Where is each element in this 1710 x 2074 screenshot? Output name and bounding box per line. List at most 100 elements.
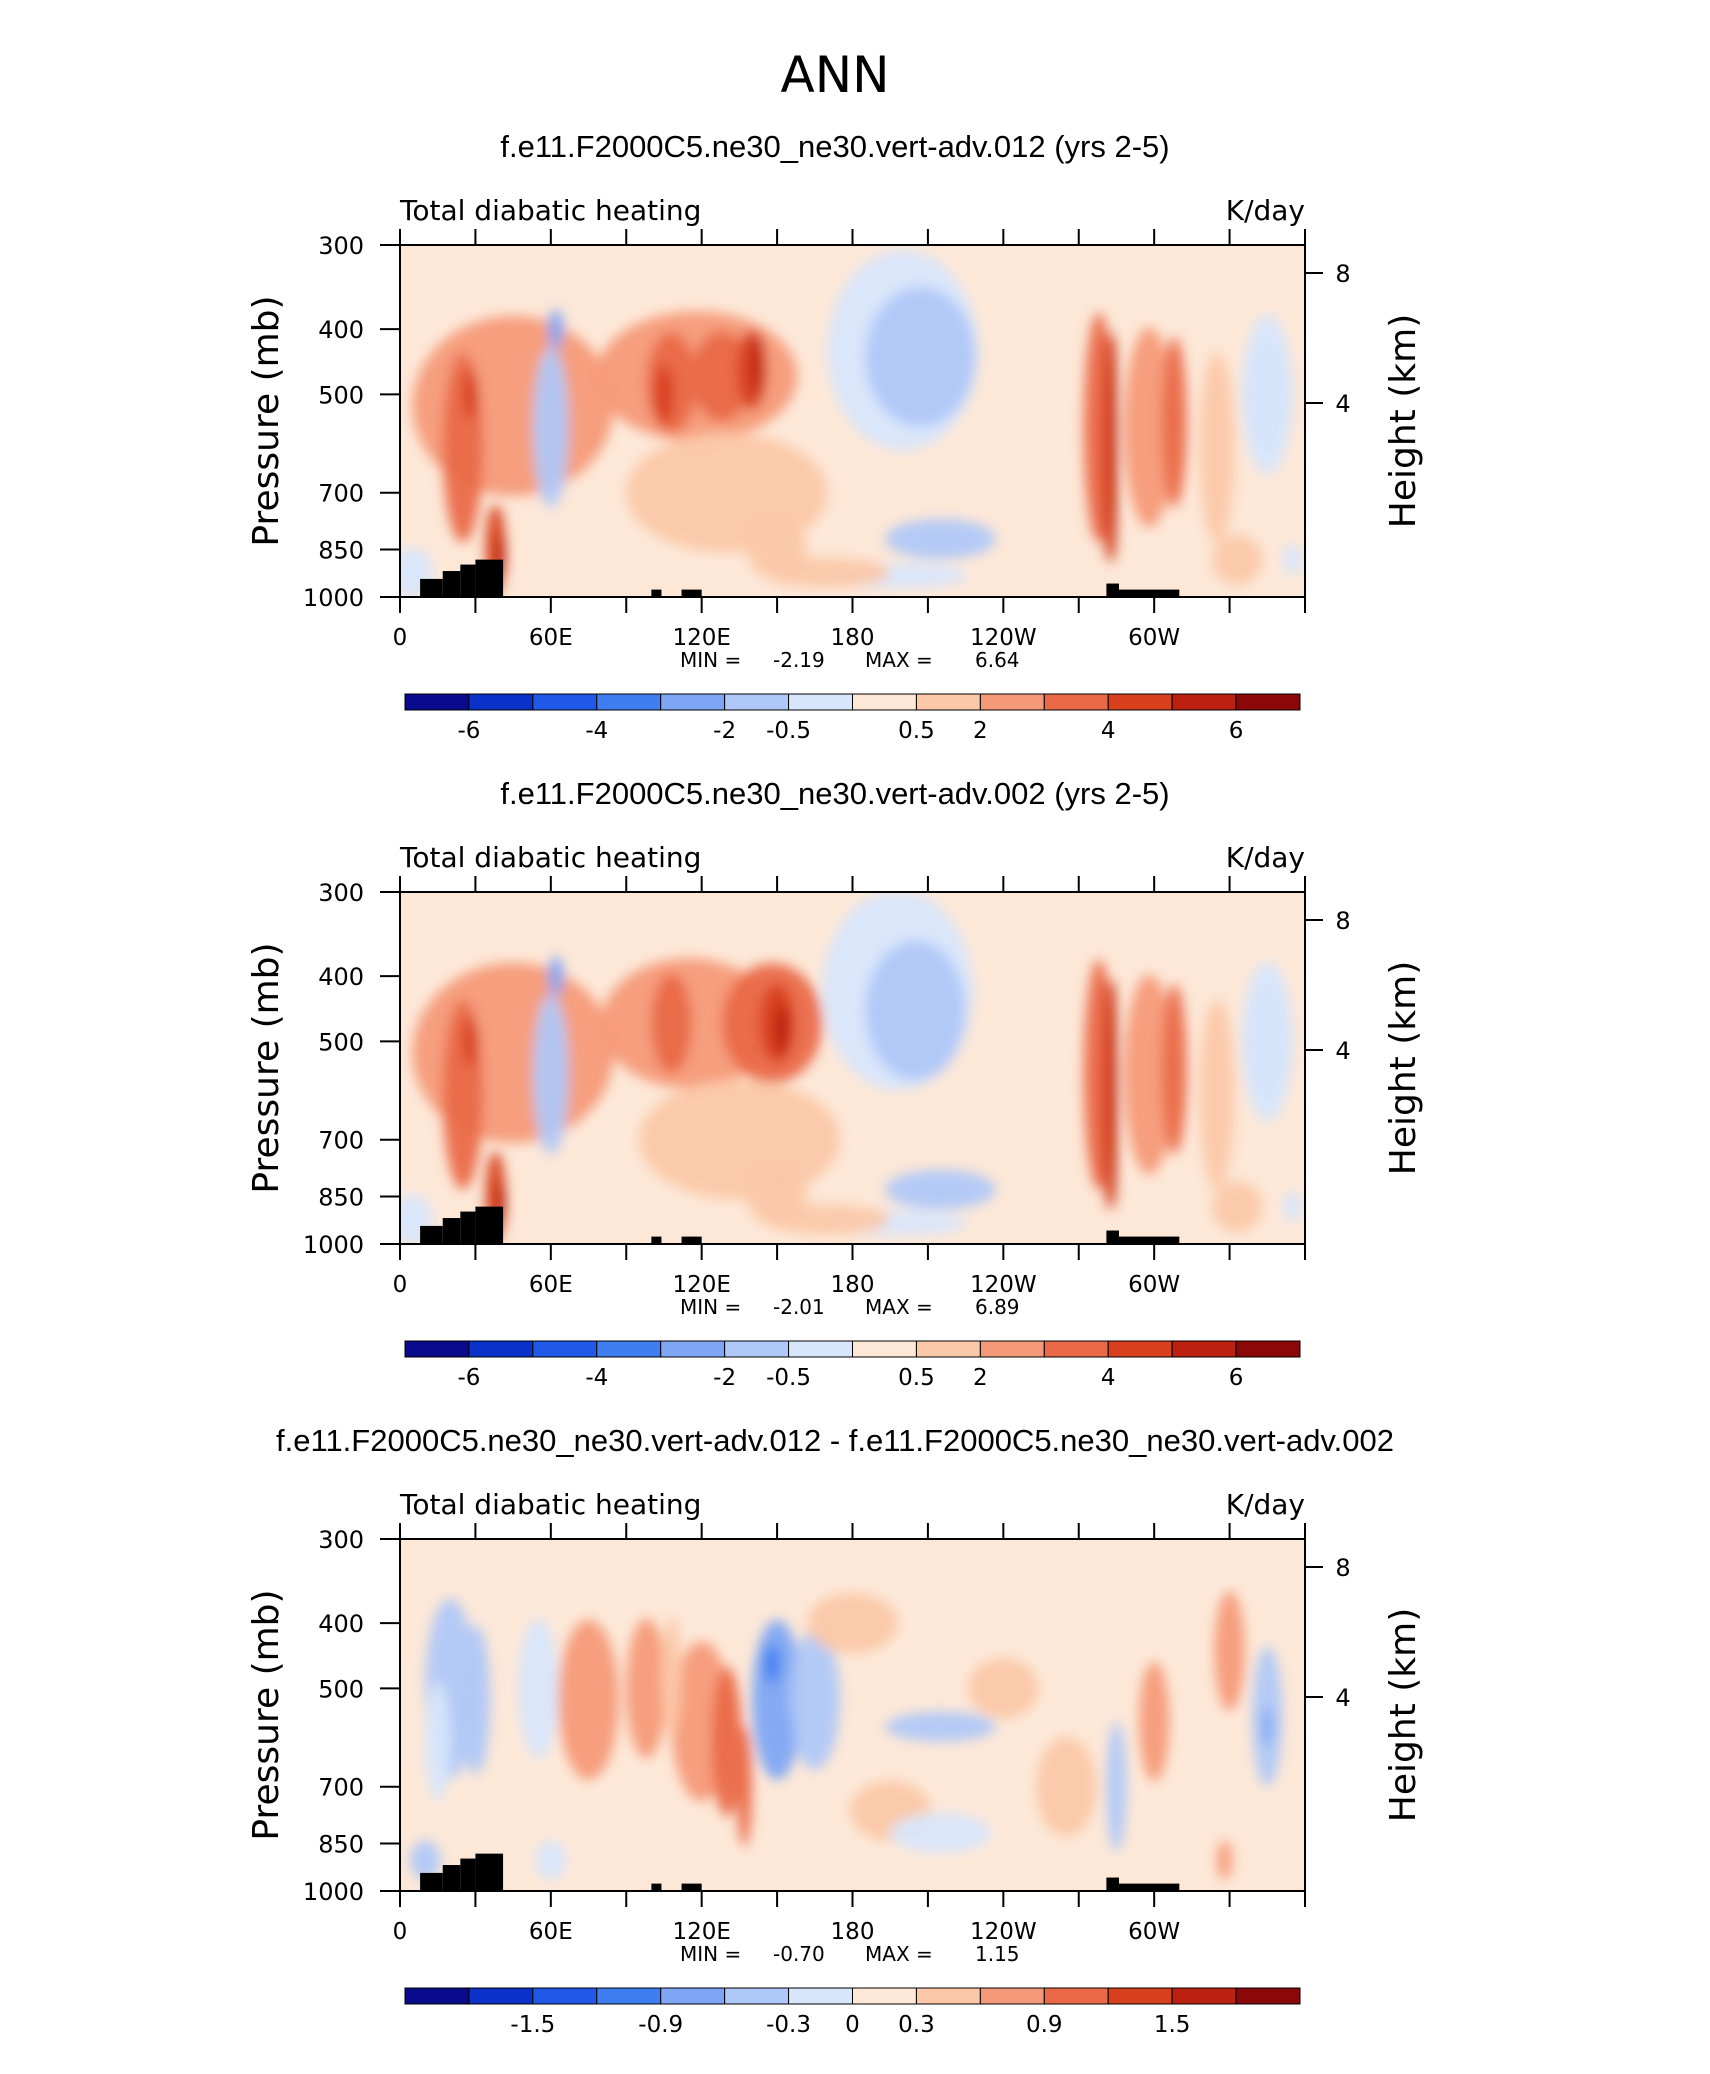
contour-region [518,1618,559,1759]
y-tick-label: 500 [318,1028,364,1056]
panel-subtitle-left: Total diabatic heating [399,194,701,227]
terrain-block [420,1872,443,1891]
colorbar-swatch [724,1340,790,1358]
colorbar-label: -6 [457,718,480,744]
colorbar-label: -2 [713,1365,736,1391]
y-tick-label: 700 [318,1127,364,1155]
chart-panel-3: f.e11.F2000C5.ne30_ne30.vert-adv.012 - f… [246,1423,1424,2038]
colorbar-swatch [1171,693,1237,711]
colorbar-swatch [852,1340,917,1358]
x-tick-label: 60W [1128,625,1180,651]
min-label: MIN = [680,1942,741,1966]
terrain-block [1106,1877,1119,1891]
colorbar-swatch [596,693,662,711]
terrain-block [1106,583,1119,597]
colorbar-swatch [532,1987,598,2005]
max-value: 6.89 [975,1295,1020,1319]
y-axis-label: Pressure (mb) [246,1589,287,1840]
y2-axis-label: Height (km) [1383,961,1424,1175]
y-tick-label: 700 [318,480,364,508]
contour-region [807,1593,898,1654]
y-tick-label: 850 [318,1183,364,1211]
colorbar-swatch [852,1987,917,2005]
contour-region [462,1016,478,1067]
field-blobs [400,250,1303,597]
max-label: MAX = [865,1295,933,1319]
terrain-block [1118,1883,1180,1891]
colorbar-swatch [404,1987,470,2005]
colorbar-swatch [596,1987,662,2005]
colorbar-swatch [788,693,853,711]
x-tick-label: 60E [529,1272,573,1298]
contour-region [533,347,569,508]
contour-region [774,1004,790,1055]
colorbar-label: 2 [973,1365,988,1391]
contour-region [1110,979,1117,1210]
contour-region [1282,544,1303,575]
contour-region [460,1624,491,1775]
field-blobs [410,1590,1283,1881]
contour-region [425,1681,451,1802]
terrain-block [681,589,702,597]
colorbar: -6 -4 -2 -0.5 0.5 2 4 6 [404,693,1301,744]
colorbar: -6 -4 -2 -0.5 0.5 2 4 6 [404,1340,1301,1391]
colorbar-label: 0.5 [898,718,935,744]
contour-region [764,557,891,588]
terrain-block [475,559,504,597]
y2-tick-label: 8 [1335,1554,1350,1582]
colorbar-label: -0.5 [766,1365,811,1391]
contour-region [1161,337,1187,508]
x-tick-label: 180 [831,1272,875,1298]
colorbar-label: -0.3 [766,2012,811,2038]
contour-region [1161,984,1187,1155]
y-tick-label: 400 [318,1610,364,1638]
contour-region [651,973,692,1074]
terrain-block [420,1225,443,1244]
min-label: MIN = [680,1295,741,1319]
colorbar-swatch [1043,1340,1109,1358]
colorbar-swatch [596,1340,662,1358]
colorbar-swatch [468,1340,534,1358]
contour-region [764,1204,891,1235]
contour-region [1124,974,1175,1175]
colorbar-swatch [660,693,726,711]
y-axis-label: Pressure (mb) [246,295,287,546]
colorbar-swatch [788,1340,853,1358]
y-tick-label: 500 [318,1675,364,1703]
colorbar-swatch [979,1340,1045,1358]
x-tick-label: 0 [393,1272,408,1298]
x-tick-label: 120E [672,1272,730,1298]
contour-region [1262,1706,1273,1747]
x-tick-label: 120W [970,1272,1037,1298]
panel-units: K/day [1226,1488,1305,1521]
contour-region [661,1616,682,1737]
page-title: ANN [780,46,889,104]
max-value: 1.15 [975,1942,1020,1966]
contour-field [400,892,1305,1244]
terrain-block [681,1236,702,1244]
contour-field [400,1539,1305,1891]
contour-region [736,329,768,410]
colorbar-label: 0.5 [898,1365,935,1391]
contour-region [1214,1590,1245,1711]
max-label: MAX = [865,648,933,672]
min-label: MIN = [680,648,741,672]
contour-region [462,369,478,420]
x-tick-label: 180 [831,1919,875,1945]
contour-region [691,331,752,422]
contour-region [865,940,966,1081]
contour-region [764,1643,780,1684]
contour-region [885,1711,996,1742]
contour-region [736,1726,752,1847]
contour-region [1211,534,1263,585]
colorbar-label: 0 [845,2012,860,2038]
contour-region [751,1619,803,1780]
colorbar-swatch [404,1340,470,1358]
colorbar-label: -4 [585,1365,608,1391]
contour-region [885,518,996,559]
colorbar-label: 2 [973,718,988,744]
terrain-block [442,1218,461,1244]
panel-subtitle-left: Total diabatic heating [399,841,701,874]
contour-region [653,364,675,425]
